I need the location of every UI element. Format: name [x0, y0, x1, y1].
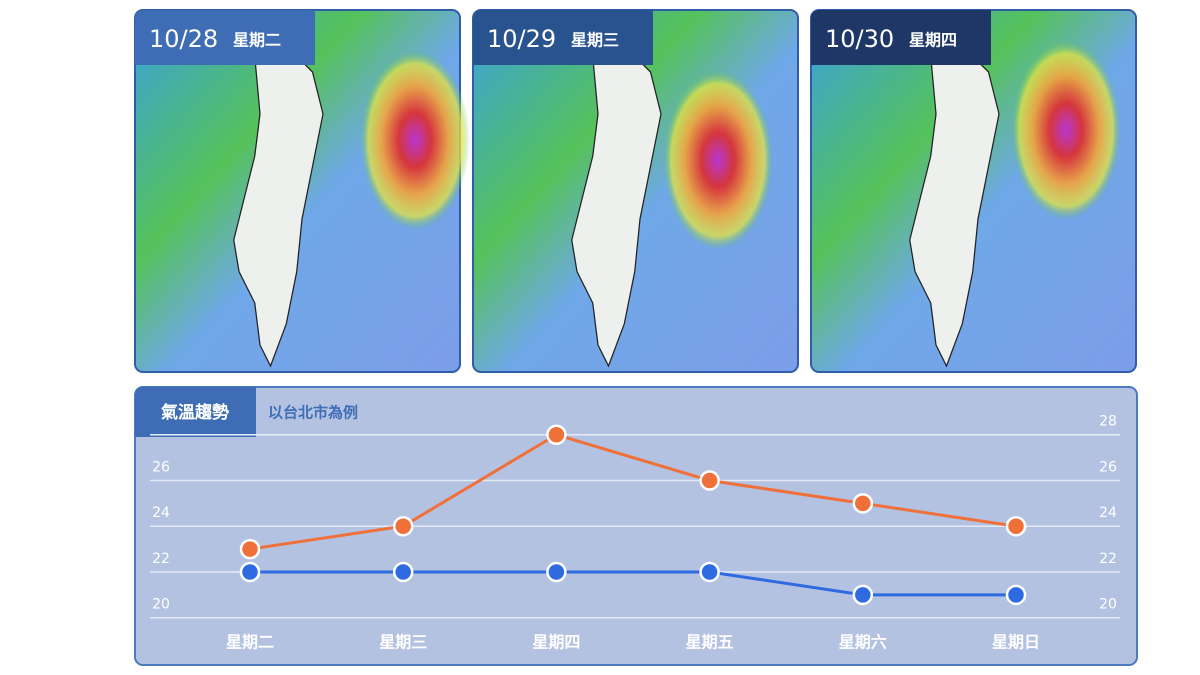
y2-tick-label: 20 [1099, 597, 1117, 613]
date-tab [811, 10, 991, 65]
data-point [239, 538, 261, 560]
chart-title: 氣溫趨勢 [161, 402, 229, 423]
date-tab [473, 10, 653, 65]
data-point [852, 493, 874, 514]
map-panel: 10/29 星期三 [472, 9, 799, 373]
series-line [250, 570, 1016, 597]
panel-weekday: 星期三 [571, 31, 619, 50]
y2-tick-label: 24 [1099, 505, 1117, 521]
panel-date: 10/29 [487, 25, 556, 53]
data-point [699, 470, 720, 491]
map-panel: 10/28 星期二 [134, 9, 470, 373]
island [909, 50, 1000, 368]
x-tick-label: 星期六 [839, 633, 887, 652]
map-panels: 10/28 星期二 10/29 星期三 10/30 星期四 [134, 9, 1137, 373]
data-point [699, 561, 720, 583]
x-tick-label: 星期二 [226, 633, 274, 652]
y2-tick-label: 22 [1099, 551, 1117, 567]
map-panel: 10/30 星期四 [810, 9, 1137, 373]
y-tick-label: 22 [152, 551, 170, 567]
temperature-chart: 氣溫趨勢 以台北市為例 20 22 24 26 28 20 22 24 26 星期二 星期三 星期四 星… [134, 386, 1138, 666]
panel-weekday: 星期二 [233, 31, 281, 50]
date-tab [135, 10, 315, 65]
island [233, 50, 324, 368]
panel-date: 10/28 [149, 25, 218, 53]
rain-core [1011, 40, 1121, 220]
data-point [1005, 515, 1027, 537]
panel-weekday: 星期四 [909, 31, 957, 50]
x-tick-label: 星期四 [532, 633, 580, 652]
data-point [1005, 584, 1027, 606]
y-tick-label: 20 [152, 597, 170, 613]
chart-subtitle: 以台北市為例 [268, 404, 358, 422]
title-tab [135, 387, 256, 437]
panel-date: 10/30 [825, 25, 894, 53]
y-tick-label: 24 [152, 505, 170, 521]
island [571, 50, 662, 368]
data-point [546, 424, 567, 445]
series-line [249, 433, 1017, 551]
y2-tick-label: 28 [1099, 414, 1117, 430]
y-tick-label: 26 [152, 459, 170, 475]
x-tick-label: 星期日 [992, 633, 1040, 652]
data-point [392, 515, 414, 537]
data-point [392, 561, 414, 583]
data-point [852, 584, 874, 606]
rain-core [663, 70, 773, 250]
data-point [239, 561, 261, 583]
x-tick-label: 星期五 [686, 633, 734, 652]
y2-tick-label: 26 [1099, 459, 1117, 475]
data-point [546, 561, 567, 583]
rain-core [360, 50, 470, 230]
x-tick-label: 星期三 [379, 633, 427, 652]
